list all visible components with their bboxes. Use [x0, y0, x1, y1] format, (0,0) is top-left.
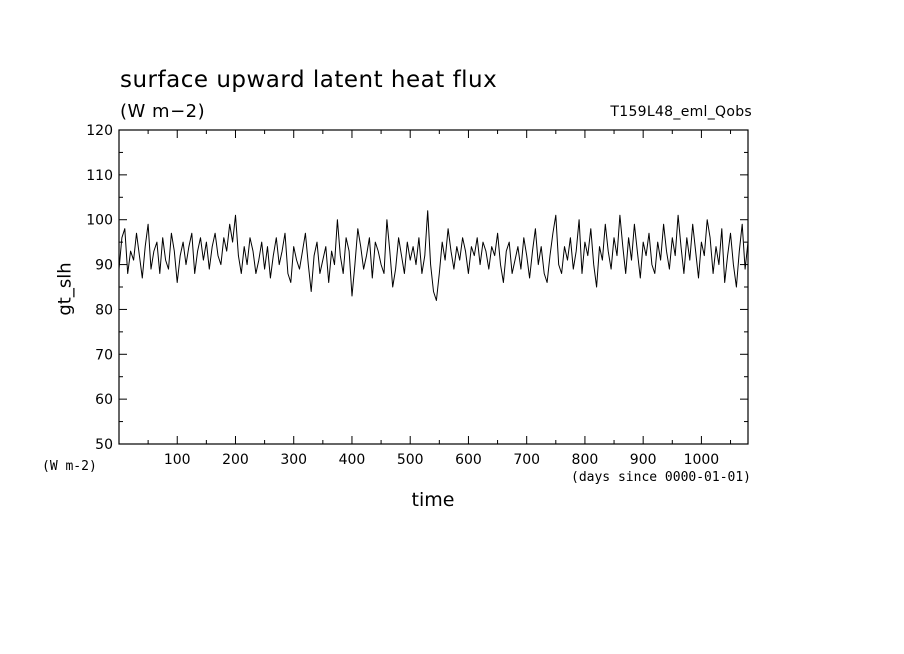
run-label: T159L48_eml_Qobs — [610, 104, 752, 120]
x-tick-label: 800 — [572, 452, 599, 468]
y-axis-unit: (W m-2) — [42, 459, 97, 474]
x-axis-label: time — [411, 489, 455, 511]
series-layer — [118, 210, 749, 301]
chart-subtitle: (W m−2) — [120, 101, 206, 122]
y-tick-label: 100 — [86, 213, 113, 229]
y-tick-label: 80 — [95, 302, 113, 318]
x-tick-label: 100 — [164, 452, 191, 468]
x-axis-unit: (days since 0000-01-01) — [571, 470, 752, 485]
x-tick-label: 600 — [455, 452, 482, 468]
x-tick-label: 200 — [222, 452, 249, 468]
x-tick-label: 900 — [630, 452, 657, 468]
series-line — [118, 210, 749, 301]
x-tick-label: 1000 — [684, 452, 720, 468]
y-tick-label: 120 — [86, 123, 113, 139]
y-tick-label: 90 — [95, 258, 113, 274]
y-tick-label: 70 — [95, 347, 113, 363]
y-tick-label: 60 — [95, 392, 113, 408]
chart-title: surface upward latent heat flux — [120, 67, 498, 93]
x-tick-label: 400 — [339, 452, 366, 468]
axis-ticks: 50 60 70 80 90 100 110 120 100 200 300 400 500 600 700… — [86, 123, 748, 468]
x-tick-label: 700 — [513, 452, 540, 468]
y-tick-label: 50 — [95, 437, 113, 453]
x-tick-label: 300 — [280, 452, 307, 468]
x-tick-label: 500 — [397, 452, 424, 468]
y-tick-label: 110 — [86, 168, 113, 184]
